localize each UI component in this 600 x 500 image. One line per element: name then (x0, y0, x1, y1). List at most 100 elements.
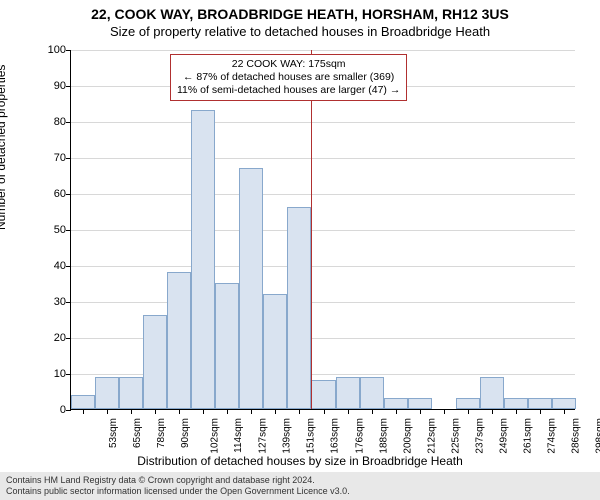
histogram-bar (215, 283, 239, 409)
xtick-label: 274sqm (546, 418, 557, 454)
xtick-label: 237sqm (474, 418, 485, 454)
xtick-mark (251, 409, 252, 414)
histogram-bar (143, 315, 167, 409)
xtick-mark (516, 409, 517, 414)
ytick-mark (66, 86, 71, 87)
xtick-label: 249sqm (498, 418, 509, 454)
xtick-label: 151sqm (306, 418, 317, 454)
ytick-label: 90 (36, 80, 66, 92)
chart-title-line2: Size of property relative to detached ho… (0, 24, 600, 39)
ytick-mark (66, 266, 71, 267)
ytick-label: 40 (36, 260, 66, 272)
xtick-mark (348, 409, 349, 414)
xtick-mark (540, 409, 541, 414)
xtick-label: 65sqm (132, 418, 143, 448)
ytick-mark (66, 158, 71, 159)
grid-line (71, 266, 575, 267)
xtick-mark (203, 409, 204, 414)
x-axis-label: Distribution of detached houses by size … (0, 454, 600, 468)
ytick-mark (66, 338, 71, 339)
xtick-mark (155, 409, 156, 414)
ytick-label: 50 (36, 224, 66, 236)
histogram-bar (552, 398, 576, 409)
marker-box-line: 22 COOK WAY: 175sqm (177, 58, 400, 71)
xtick-mark (444, 409, 445, 414)
plot-area (70, 50, 575, 410)
ytick-mark (66, 230, 71, 231)
grid-line (71, 122, 575, 123)
marker-line (311, 50, 312, 409)
histogram-bar (456, 398, 480, 409)
chart-title-line1: 22, COOK WAY, BROADBRIDGE HEATH, HORSHAM… (0, 6, 600, 22)
ytick-mark (66, 410, 71, 411)
y-axis-label: Number of detached properties (0, 65, 8, 230)
grid-line (71, 158, 575, 159)
footer-line1: Contains HM Land Registry data © Crown c… (6, 475, 594, 486)
xtick-mark (107, 409, 108, 414)
marker-box-line: 11% of semi-detached houses are larger (… (177, 84, 400, 97)
histogram-bar (95, 377, 119, 409)
footer-line2: Contains public sector information licen… (6, 486, 594, 497)
ytick-mark (66, 374, 71, 375)
xtick-label: 163sqm (330, 418, 341, 454)
ytick-label: 60 (36, 188, 66, 200)
xtick-label: 286sqm (571, 418, 582, 454)
histogram-bar (480, 377, 504, 409)
histogram-bar (311, 380, 335, 409)
ytick-label: 100 (36, 44, 66, 56)
xtick-label: 212sqm (426, 418, 437, 454)
xtick-label: 127sqm (258, 418, 269, 454)
xtick-mark (324, 409, 325, 414)
xtick-label: 225sqm (450, 418, 461, 454)
marker-annotation-box: 22 COOK WAY: 175sqm← 87% of detached hou… (170, 54, 407, 101)
grid-line (71, 230, 575, 231)
histogram-bar (263, 294, 287, 409)
ytick-label: 0 (36, 404, 66, 416)
chart-container: 22, COOK WAY, BROADBRIDGE HEATH, HORSHAM… (0, 0, 600, 500)
histogram-bar (119, 377, 143, 409)
ytick-label: 70 (36, 152, 66, 164)
xtick-mark (131, 409, 132, 414)
xtick-label: 261sqm (522, 418, 533, 454)
xtick-mark (420, 409, 421, 414)
histogram-bar (287, 207, 311, 409)
histogram-bar (239, 168, 263, 409)
histogram-bar (384, 398, 408, 409)
xtick-mark (396, 409, 397, 414)
xtick-mark (468, 409, 469, 414)
xtick-mark (83, 409, 84, 414)
ytick-label: 30 (36, 296, 66, 308)
xtick-label: 114sqm (233, 418, 244, 453)
grid-line (71, 194, 575, 195)
footer: Contains HM Land Registry data © Crown c… (0, 472, 600, 500)
ytick-label: 20 (36, 332, 66, 344)
xtick-label: 188sqm (378, 418, 389, 454)
xtick-label: 53sqm (108, 418, 119, 448)
histogram-bar (336, 377, 360, 409)
xtick-mark (299, 409, 300, 414)
histogram-bar (360, 377, 384, 409)
xtick-mark (372, 409, 373, 414)
xtick-mark (492, 409, 493, 414)
grid-line (71, 50, 575, 51)
histogram-bar (528, 398, 552, 409)
xtick-mark (179, 409, 180, 414)
xtick-label: 298sqm (595, 418, 600, 454)
xtick-mark (564, 409, 565, 414)
ytick-mark (66, 302, 71, 303)
ytick-label: 80 (36, 116, 66, 128)
xtick-label: 102sqm (210, 418, 221, 454)
histogram-bar (191, 110, 215, 409)
histogram-bar (408, 398, 432, 409)
histogram-bar (71, 395, 95, 409)
ytick-label: 10 (36, 368, 66, 380)
ytick-mark (66, 122, 71, 123)
xtick-label: 200sqm (402, 418, 413, 454)
xtick-label: 176sqm (354, 418, 365, 454)
marker-box-line: ← 87% of detached houses are smaller (36… (177, 71, 400, 84)
xtick-mark (227, 409, 228, 414)
ytick-mark (66, 194, 71, 195)
xtick-label: 90sqm (180, 418, 191, 448)
xtick-label: 78sqm (156, 418, 167, 448)
xtick-mark (275, 409, 276, 414)
